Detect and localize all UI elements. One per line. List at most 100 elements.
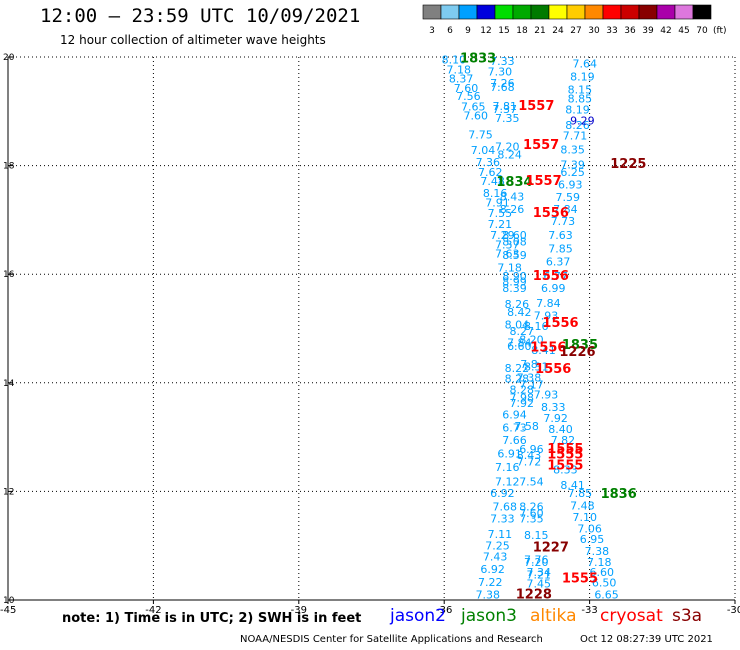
swh-value-label: 7.11 (488, 528, 513, 541)
swh-value-label: 7.34 (526, 566, 551, 579)
swh-value-label: 8.41 (531, 344, 556, 357)
swh-value-label: 6.95 (580, 533, 605, 546)
swh-value-label: 7.91 (485, 197, 510, 210)
swh-value-label: 7.60 (463, 110, 488, 123)
legend-label-9: 9 (465, 26, 471, 36)
swh-value-label: 7.22 (478, 576, 503, 589)
swh-value-label: 7.43 (483, 551, 508, 564)
swh-value-label: 8.40 (548, 423, 573, 436)
y-tick-label: 14 (3, 379, 15, 389)
swh-value-label: 7.33 (490, 513, 515, 526)
swh-value-label: 8.41 (560, 479, 585, 492)
y-tick-label: 16 (3, 270, 15, 280)
swh-value-label: 8.28 (505, 372, 530, 385)
swh-value-label: 7.48 (570, 500, 595, 513)
swh-value-label: 7.84 (536, 297, 561, 310)
pass-time-label: 1225 (610, 157, 646, 172)
pass-time-label: 1836 (601, 487, 637, 502)
swh-value-label: 8.90 (502, 270, 527, 283)
legend-label-21: 21 (534, 26, 545, 36)
footer-credit: NOAA/NESDIS Center for Satellite Applica… (240, 634, 543, 645)
y-tick-label: 12 (3, 487, 14, 497)
swh-value-label: 7.16 (495, 461, 520, 474)
swh-value-label: 7.71 (563, 130, 588, 143)
swh-value-label: 6.77 (543, 270, 568, 283)
pass-time-label: 1556 (530, 341, 566, 356)
swh-value-label: 7.18 (587, 556, 612, 569)
chart-title: 12:00 – 23:59 UTC 10/09/2021 (40, 5, 361, 27)
swh-value-label: 6.92 (480, 563, 505, 576)
swh-value-label: 6.65 (594, 589, 619, 602)
swh-value-label: 7.38 (517, 371, 542, 384)
swh-value-label: 7.58 (514, 420, 539, 433)
swh-value-label: 7.21 (488, 218, 513, 231)
swh-value-label: 8.22 (505, 362, 530, 375)
legend-label-12: 12 (480, 26, 491, 36)
swh-value-label: 6.99 (541, 282, 566, 295)
swh-value-label: 8.26 (519, 501, 544, 514)
pass-time-label: 1557 (523, 138, 559, 153)
legend-label-27: 27 (570, 26, 581, 36)
sat-s3a: s3a (672, 606, 703, 626)
swh-value-label: 6.60 (589, 566, 614, 579)
footer-timestamp: Oct 12 08:27:39 UTC 2021 (580, 634, 713, 645)
x-tick-label: -33 (581, 605, 597, 616)
legend-label-15: 15 (498, 26, 509, 36)
swh-value-label: 8.31 (524, 361, 549, 374)
swh-value-label: 7.81 (493, 100, 518, 113)
swh-value-label: 7.26 (490, 77, 515, 90)
swh-value-label: 8.08 (502, 236, 527, 249)
swh-value-label: 8.26 (500, 203, 525, 216)
swh-value-label: 7.10 (573, 511, 598, 524)
swh-value-label: 7.20 (524, 556, 549, 569)
swh-value-label: 8.59 (502, 249, 527, 262)
x-tick-label: -39 (291, 605, 307, 616)
swh-value-label: 8.10 (442, 54, 467, 67)
swh-value-label: 7.55 (488, 207, 513, 220)
swh-value-label: 8.43 (517, 449, 542, 462)
swh-value-label: 8.37 (449, 73, 474, 86)
swh-value-label: 8.15 (524, 529, 549, 542)
swh-value-label: 7.17 (519, 378, 544, 391)
swh-value-label: 7.66 (502, 434, 527, 447)
pass-time-label: 1555 (562, 571, 598, 586)
pass-time-label: 1835 (562, 338, 598, 353)
swh-value-label: 7.68 (493, 501, 518, 514)
legend-unit: (ft) (713, 26, 727, 36)
swh-value-label: 8.42 (507, 306, 532, 319)
swh-value-label: 6.25 (560, 166, 585, 179)
swh-value-label: 7.12 (495, 476, 520, 489)
swh-value-label: 8.04 (505, 319, 530, 332)
sat-cryosat: cryosat (600, 606, 663, 626)
legend-label-33: 33 (606, 26, 617, 36)
swh-value-label: 7.65 (461, 100, 486, 113)
swh-value-label: 8.15 (568, 84, 593, 97)
pass-time-label: 1557 (525, 174, 561, 189)
swh-value-label: 7.18 (497, 262, 522, 275)
swh-value-label: 7.33 (490, 55, 515, 68)
swh-value-label: 8.20 (519, 333, 544, 346)
pass-time-label: 1556 (542, 316, 578, 331)
swh-value-label: 7.37 (493, 103, 518, 116)
pass-time-label: 1556 (535, 362, 571, 377)
chart-subtitle: 12 hour collection of altimeter wave hei… (60, 33, 326, 47)
footer-note: note: 1) Time is in UTC; 2) SWH is in fe… (62, 611, 362, 626)
x-tick-label: -45 (0, 605, 16, 616)
legend-label-70: 70 (696, 26, 708, 36)
legend-label-36: 36 (624, 26, 636, 36)
pass-time-label: 1834 (496, 175, 532, 190)
legend-label-18: 18 (516, 26, 528, 36)
swh-value-label: 8.33 (553, 464, 578, 477)
swh-value-label: 7.21 (526, 568, 551, 581)
swh-value-label: 7.72 (517, 456, 542, 469)
x-tick-label: -36 (436, 605, 452, 616)
swh-value-label: 7.35 (519, 513, 544, 526)
swh-value-label: 8.26 (505, 298, 530, 311)
x-tick-label: -42 (145, 605, 161, 616)
swh-value-label: 7.54 (519, 476, 544, 489)
swh-value-label: 8.16 (524, 320, 549, 333)
swh-value-label: 7.60 (519, 507, 544, 520)
pass-time-label: 1555 (547, 458, 583, 473)
